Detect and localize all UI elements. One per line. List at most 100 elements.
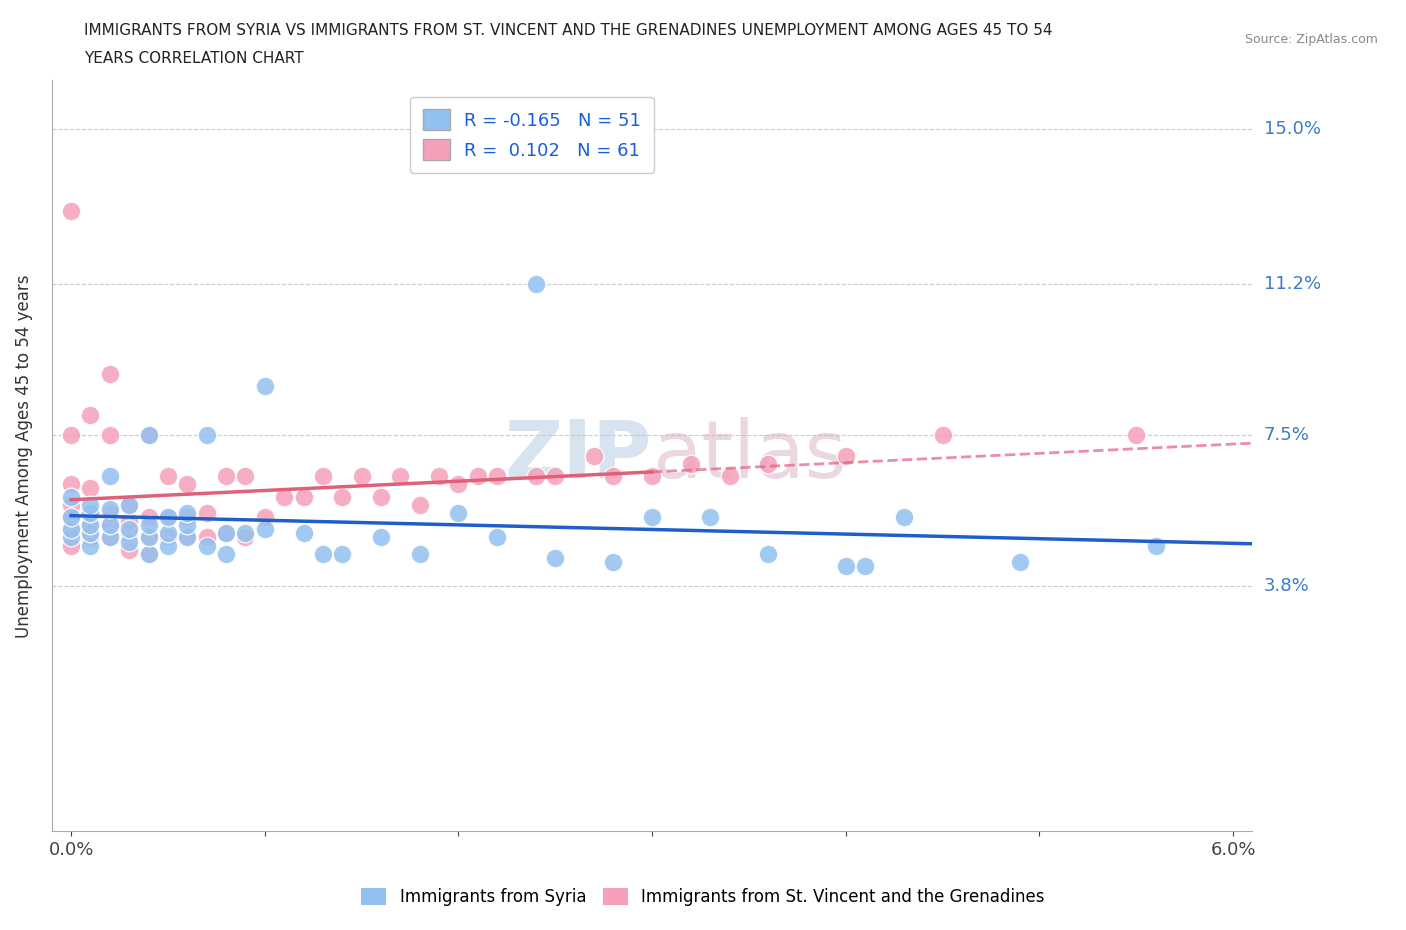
Point (138, 510, 160, 525)
Point (60, 522, 83, 537)
Point (156, 510, 179, 525)
Point (253, 379, 276, 393)
Point (176, 506, 198, 521)
Point (893, 510, 915, 525)
Point (641, 510, 664, 525)
Point (409, 498, 432, 512)
Point (138, 546, 160, 561)
Text: YEARS CORRELATION CHART: YEARS CORRELATION CHART (84, 51, 304, 66)
Point (253, 510, 276, 525)
Point (253, 522, 276, 537)
Point (215, 526, 238, 541)
Point (447, 477, 470, 492)
Point (370, 530, 392, 545)
Point (60, 498, 83, 512)
Point (756, 546, 779, 561)
Point (156, 469, 179, 484)
Point (389, 469, 412, 484)
Point (79, 518, 101, 533)
Point (79, 506, 101, 521)
Text: 3.8%: 3.8% (1264, 578, 1309, 595)
Point (79, 407, 101, 422)
Point (602, 469, 624, 484)
Point (486, 469, 509, 484)
Point (118, 526, 141, 541)
Point (79, 530, 101, 545)
Point (176, 530, 198, 545)
Point (138, 518, 160, 533)
Point (235, 530, 257, 545)
Text: 7.5%: 7.5% (1264, 426, 1309, 445)
Point (756, 457, 779, 472)
Point (350, 469, 373, 484)
Point (98, 366, 121, 381)
Point (195, 506, 218, 521)
Point (118, 522, 141, 537)
Point (98, 518, 121, 533)
Point (235, 469, 257, 484)
Point (60, 477, 83, 492)
Point (156, 538, 179, 553)
Point (195, 530, 218, 545)
Point (370, 489, 392, 504)
Point (138, 530, 160, 545)
Point (524, 277, 547, 292)
Point (60, 522, 83, 537)
Text: ZIP: ZIP (505, 417, 652, 495)
Point (98, 518, 121, 533)
Point (176, 477, 198, 492)
Point (1010, 554, 1032, 569)
Point (718, 469, 741, 484)
Point (176, 518, 198, 533)
Point (176, 530, 198, 545)
Y-axis label: Unemployment Among Ages 45 to 54 years: Unemployment Among Ages 45 to 54 years (15, 274, 32, 638)
Point (292, 526, 315, 541)
Point (118, 498, 141, 512)
Point (699, 510, 721, 525)
Point (60, 510, 83, 525)
Point (835, 448, 858, 463)
Point (60, 428, 83, 443)
Point (79, 498, 101, 512)
Point (138, 428, 160, 443)
Point (467, 469, 489, 484)
Point (931, 428, 953, 443)
Point (835, 559, 858, 574)
Point (98, 501, 121, 516)
Point (79, 526, 101, 541)
Point (195, 428, 218, 443)
Point (156, 510, 179, 525)
Point (60, 204, 83, 219)
Point (60, 538, 83, 553)
Point (98, 428, 121, 443)
Point (582, 448, 605, 463)
Point (176, 510, 198, 525)
Point (118, 534, 141, 549)
Point (60, 510, 83, 525)
Point (544, 469, 567, 484)
Text: 15.0%: 15.0% (1264, 120, 1320, 138)
Point (98, 530, 121, 545)
Point (215, 546, 238, 561)
Point (215, 469, 238, 484)
Point (641, 469, 664, 484)
Point (312, 546, 335, 561)
Point (427, 469, 450, 484)
Point (273, 489, 295, 504)
Point (79, 481, 101, 496)
Point (98, 469, 121, 484)
Point (544, 551, 567, 565)
Point (215, 526, 238, 541)
Point (292, 489, 315, 504)
Point (138, 530, 160, 545)
Legend: Immigrants from Syria, Immigrants from St. Vincent and the Grenadines: Immigrants from Syria, Immigrants from S… (354, 881, 1052, 912)
Text: Source: ZipAtlas.com: Source: ZipAtlas.com (1244, 33, 1378, 46)
Text: 11.2%: 11.2% (1264, 275, 1320, 293)
Point (79, 538, 101, 553)
Point (330, 489, 353, 504)
Point (330, 546, 353, 561)
Point (98, 530, 121, 545)
Point (853, 559, 876, 574)
Point (486, 530, 509, 545)
Point (138, 428, 160, 443)
